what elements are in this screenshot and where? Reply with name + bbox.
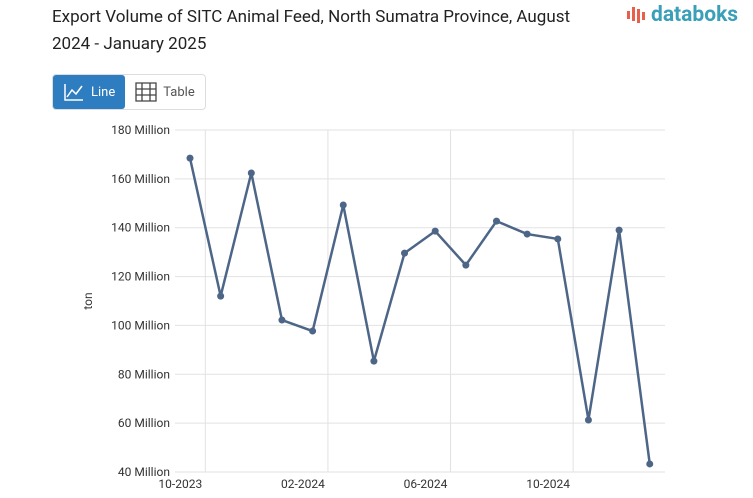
point [339,201,347,209]
point [584,416,592,424]
point [401,249,409,257]
y-axis-label: ton [81,292,95,309]
y-tick-label: 180 Million [111,123,170,137]
y-tick-label: 60 Million [118,416,170,430]
line-button[interactable]: Line [53,75,126,109]
point [554,235,562,243]
x-tick-label: 06-2024 [404,477,448,491]
table-button-label: Table [163,84,195,100]
y-tick-label: 120 Million [111,270,170,284]
chart-title: Export Volume of SITC Animal Feed, North… [52,7,571,54]
y-tick-label: 160 Million [111,172,170,186]
view-toggle: Line Table [52,74,206,110]
point [278,316,286,324]
y-tick-label: 40 Million [118,465,170,479]
point [493,217,500,225]
point [247,169,255,177]
line-button-label: Line [91,84,116,100]
point [462,261,470,269]
line [188,157,651,465]
y-tick-label: 100 Million [111,318,170,332]
point [217,292,225,300]
point [646,460,654,468]
table-button[interactable]: Table [125,75,204,109]
y-tick-label: 80 Million [118,367,170,381]
logo-text: databoks [651,3,739,27]
point [186,154,194,162]
table-icon [135,82,157,102]
logo: databoks [626,3,738,27]
point [370,357,378,365]
x-tick-label: 10-2023 [158,477,202,491]
point [523,230,531,238]
x-tick-label: 10-2024 [526,477,570,491]
logo-icon [627,7,645,23]
point [309,327,317,335]
point [431,227,439,235]
point [615,226,623,234]
line-icon [64,84,83,101]
x-tick-label: 02-2024 [281,477,325,491]
y-tick-label: 140 Million [111,221,170,235]
